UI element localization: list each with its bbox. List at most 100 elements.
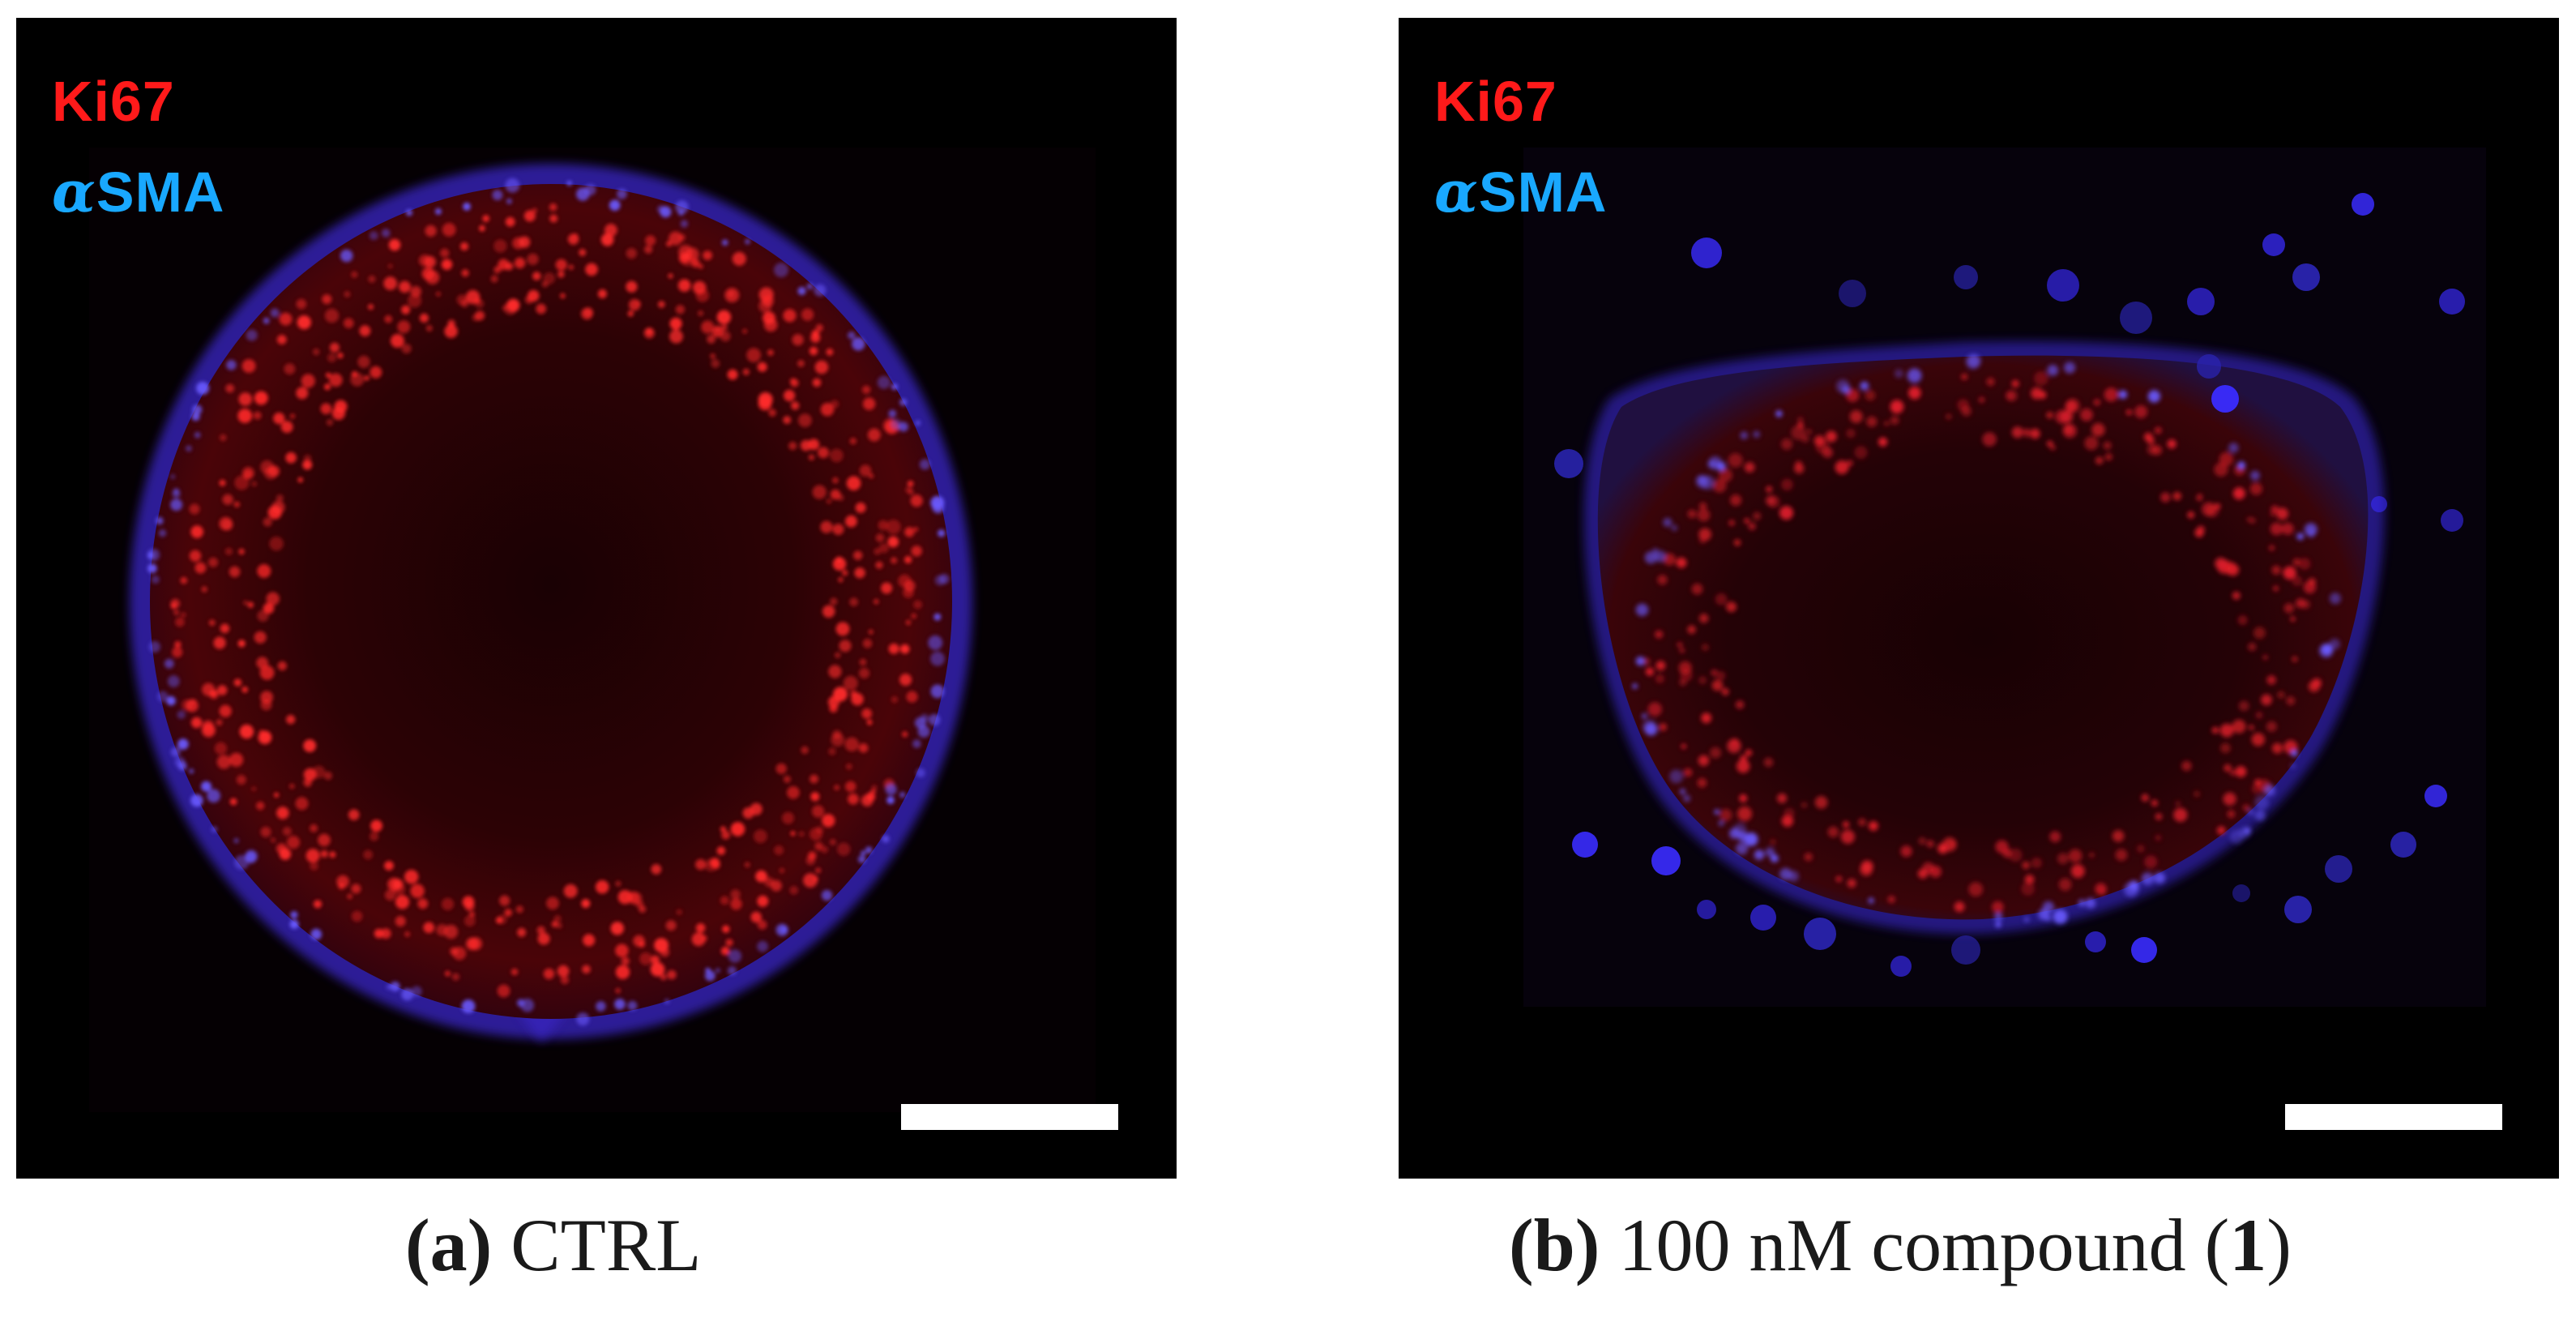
- nucleus-dot: [716, 310, 732, 324]
- nucleus-dot: [2024, 433, 2030, 439]
- nucleus-dot: [280, 421, 293, 434]
- nucleus-dot: [1687, 625, 1696, 634]
- nucleus-dot: [444, 924, 459, 939]
- nucleus-dot: [1697, 508, 1711, 522]
- nucleus-dot: [1698, 614, 1709, 623]
- nucleus-dot: [1679, 648, 1685, 653]
- nucleus-dot: [886, 520, 901, 534]
- nucleus-dot: [843, 675, 858, 691]
- nucleus-dot: [208, 619, 216, 627]
- nucleus-dot: [730, 898, 742, 910]
- nucleus-dot: [725, 939, 733, 947]
- nucleus-dot: [832, 524, 844, 536]
- nucleus-dot: [2229, 769, 2236, 777]
- nucleus-dot: [905, 619, 912, 626]
- nucleus-dot: [511, 968, 519, 976]
- nucleus-dot: [190, 525, 203, 538]
- nucleus-dot: [514, 257, 526, 269]
- nucleus-dot: [219, 479, 226, 486]
- nucleus-dot: [835, 622, 850, 636]
- nucleus-dot: [344, 318, 354, 329]
- nucleus-dot: [1644, 551, 1657, 564]
- alpha-sma-label: αSMA: [52, 158, 225, 225]
- nucleus-dot: [395, 895, 410, 909]
- nucleus-dot: [1878, 437, 1888, 447]
- nucleus-dot: [757, 362, 767, 372]
- nucleus-dot: [831, 733, 844, 747]
- nucleus-dot: [1748, 522, 1756, 531]
- nucleus-dot: [180, 576, 188, 584]
- nucleus-dot: [170, 499, 183, 511]
- nucleus-dot: [1681, 743, 1686, 749]
- nucleus-dot: [678, 233, 686, 242]
- nucleus-dot: [191, 412, 200, 422]
- nucleus-dot: [787, 785, 800, 799]
- nucleus-dot: [2254, 810, 2266, 821]
- nucleus-dot: [2250, 470, 2260, 481]
- nucleus-dot: [1698, 676, 1707, 685]
- nucleus-dot: [861, 385, 871, 394]
- nucleus-dot: [810, 332, 821, 343]
- nucleus-dot: [2292, 656, 2298, 662]
- nucleus-dot: [174, 640, 182, 648]
- nucleus-dot: [226, 360, 237, 370]
- nucleus-dot: [2172, 491, 2182, 501]
- nucleus-dot: [523, 210, 536, 222]
- nucleus-dot: [721, 324, 728, 331]
- nucleus-dot: [615, 987, 621, 994]
- nucleus-dot: [472, 314, 480, 322]
- nucleus-dot: [229, 566, 241, 578]
- detached-cell: [2439, 289, 2465, 315]
- nucleus-dot: [1711, 679, 1724, 691]
- nucleus-dot: [609, 199, 621, 211]
- nucleus-dot: [1716, 461, 1726, 472]
- caption-compound: (b) 100 nM compound (1): [1509, 1204, 2292, 1286]
- nucleus-dot: [775, 763, 787, 774]
- nucleus-dot: [784, 389, 796, 402]
- nucleus-dot: [2228, 443, 2239, 453]
- nucleus-dot: [284, 363, 296, 374]
- nucleus-dot: [878, 520, 889, 531]
- nucleus-dot: [170, 598, 181, 609]
- nucleus-dot: [1795, 460, 1803, 469]
- nucleus-dot: [410, 884, 425, 898]
- nucleus-dot: [882, 835, 890, 843]
- nucleus-dot: [374, 928, 384, 939]
- nucleus-dot: [2141, 872, 2154, 885]
- nucleus-dot: [190, 717, 203, 729]
- nucleus-dot: [410, 285, 421, 297]
- nucleus-dot: [1728, 520, 1735, 526]
- nucleus-dot: [2046, 440, 2053, 447]
- nucleus-dot: [859, 658, 867, 666]
- nucleus-dot: [645, 235, 656, 246]
- nucleus-dot: [270, 308, 280, 318]
- nucleus-dot: [387, 263, 393, 269]
- nucleus-dot: [758, 392, 773, 407]
- nucleus-dot: [727, 369, 738, 380]
- nucleus-dot: [1701, 712, 1712, 724]
- nucleus-dot: [1642, 713, 1647, 719]
- nucleus-dot: [705, 967, 711, 974]
- nucleus-dot: [327, 353, 337, 362]
- nucleus-dot: [517, 927, 527, 937]
- nucleus-dot: [1678, 661, 1692, 674]
- nucleus-dot: [716, 846, 726, 855]
- nucleus-dot: [579, 249, 587, 256]
- nucleus-dot: [444, 970, 451, 977]
- nucleus-dot: [667, 969, 677, 980]
- nucleus-dot: [384, 889, 396, 901]
- detached-cell: [1839, 280, 1866, 307]
- nucleus-dot: [2254, 779, 2262, 786]
- nucleus-dot: [260, 691, 273, 704]
- nucleus-dot: [853, 550, 863, 560]
- nucleus-dot: [1655, 630, 1664, 639]
- nucleus-dot: [1918, 837, 1926, 845]
- nucleus-dot: [2253, 627, 2266, 640]
- nucleus-dot: [933, 613, 942, 621]
- nucleus-dot: [237, 409, 253, 423]
- nucleus-dot: [615, 944, 629, 957]
- detached-cell: [1572, 832, 1598, 858]
- nucleus-dot: [2143, 432, 2153, 442]
- nucleus-dot: [721, 239, 728, 246]
- nucleus-dot: [2137, 845, 2145, 853]
